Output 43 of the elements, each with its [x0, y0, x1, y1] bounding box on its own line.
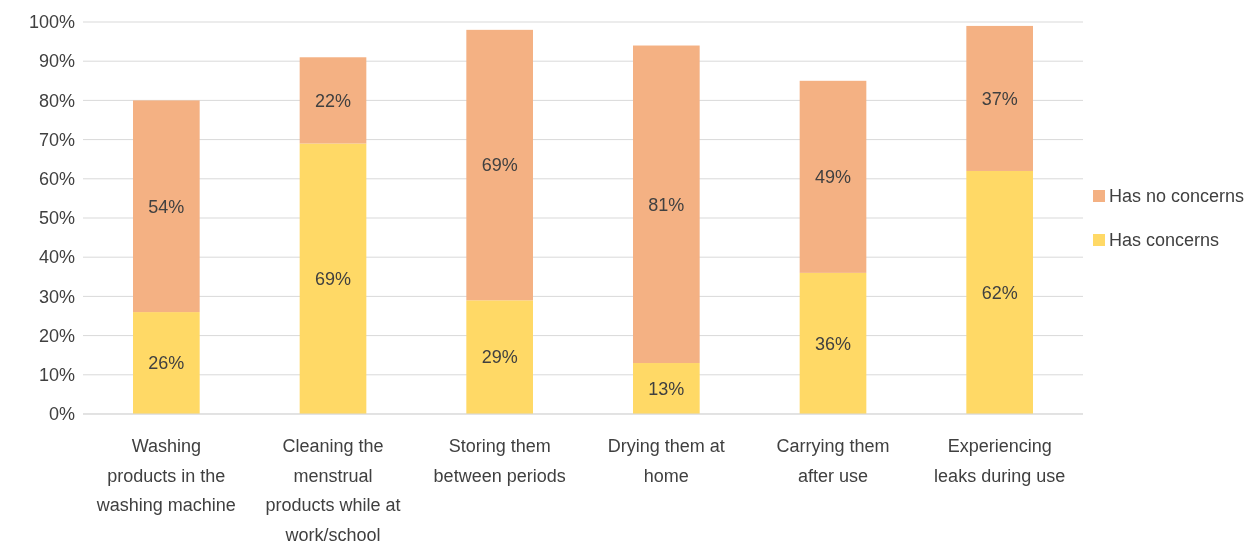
bar: [299, 143, 367, 414]
bar: [966, 170, 1033, 414]
data-label: 36%: [814, 333, 852, 354]
data-label: 69%: [481, 155, 518, 176]
data-label: 62%: [981, 282, 1018, 303]
y-tick-label: 80%: [38, 90, 75, 111]
y-tick-label: 100%: [28, 12, 75, 33]
data-label: 37%: [981, 88, 1018, 109]
legend-label: Has no concerns: [1109, 186, 1245, 207]
data-label: 69%: [314, 269, 352, 290]
data-label: 54%: [148, 196, 185, 217]
x-tick-label: Drying them at home: [607, 436, 725, 486]
bar: [299, 57, 367, 144]
y-tick-label: 50%: [38, 208, 75, 229]
bar: [966, 25, 1033, 171]
bar: [466, 29, 533, 301]
legend-label: Has concerns: [1109, 230, 1220, 251]
bar: [133, 100, 200, 313]
x-tick-label: Washing products in the washing machine: [95, 436, 236, 516]
data-label: 13%: [648, 378, 685, 399]
bar: [633, 363, 700, 414]
y-tick-label: 10%: [38, 365, 75, 386]
y-tick-label: 0%: [48, 404, 75, 425]
y-tick-label: 40%: [38, 247, 75, 268]
data-label: 81%: [648, 194, 685, 215]
bar: [799, 272, 867, 414]
x-tick-label: Storing them between periods: [433, 436, 566, 486]
data-label: 49%: [814, 167, 852, 188]
x-tick-label: Carrying them after use: [776, 436, 890, 486]
x-tick-label: Cleaning the menstrual products while at work/school: [265, 436, 401, 545]
bar: [133, 312, 200, 414]
data-label: 29%: [481, 347, 518, 368]
y-tick-label: 30%: [38, 286, 75, 307]
y-tick-label: 90%: [38, 51, 75, 72]
x-tick-label: Experiencing leaks during use: [934, 436, 1066, 486]
bar: [466, 300, 533, 414]
data-label: 22%: [314, 90, 352, 111]
bar: [799, 80, 867, 273]
y-tick-label: 20%: [38, 325, 75, 346]
data-label: 26%: [148, 353, 185, 374]
y-tick-label: 60%: [38, 169, 75, 190]
y-tick-label: 70%: [38, 129, 75, 150]
bar: [633, 45, 700, 364]
